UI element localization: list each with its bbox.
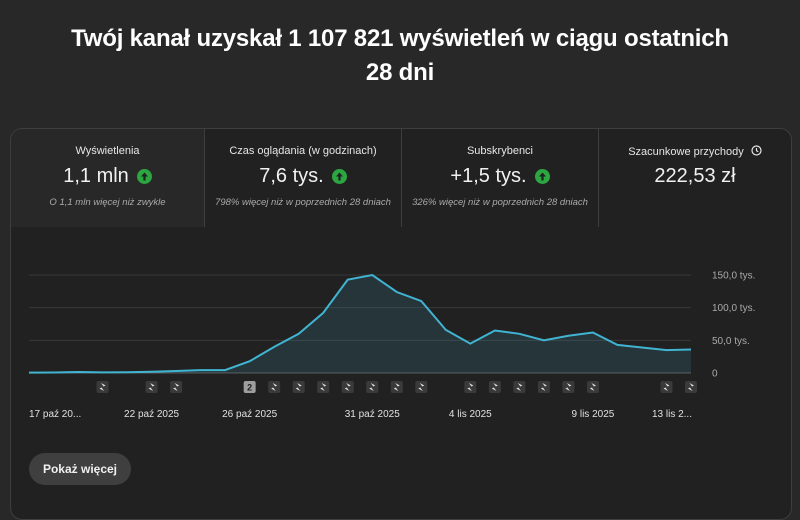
metric-note: O 1,1 mln więcej niż zwykle — [49, 197, 166, 208]
metric-value-row: 7,6 tys. — [205, 165, 401, 188]
metric-tab-subscribers[interactable]: Subskrybenci +1,5 tys. 326% więcej niż w… — [402, 129, 598, 227]
short-video-icon[interactable] — [562, 381, 575, 393]
short-video-icon[interactable] — [685, 381, 697, 393]
trend-up-icon — [136, 169, 152, 184]
metric-value: 1,1 mln — [63, 165, 129, 187]
short-video-icon[interactable] — [390, 381, 403, 393]
svg-text:2: 2 — [247, 383, 252, 393]
metric-divider — [598, 129, 599, 227]
short-video-icon[interactable] — [341, 381, 354, 393]
x-tick-label: 22 paź 2025 — [124, 409, 179, 420]
metric-label: Wyświetlenia — [75, 145, 140, 157]
clock-icon — [751, 145, 762, 159]
metric-label: Czas oglądania (w godzinach) — [229, 145, 377, 157]
y-tick-label: 0 — [712, 369, 718, 380]
y-tick-label: 100,0 tys. — [712, 303, 755, 314]
metric-value: 7,6 tys. — [259, 165, 324, 187]
metric-tab-revenue[interactable]: Szacunkowe przychody 222,53 zł — [599, 129, 791, 227]
trend-up-icon — [534, 169, 550, 184]
x-tick-label: 4 lis 2025 — [449, 409, 492, 420]
metric-note: 798% więcej niż w poprzednich 28 dniach — [215, 197, 391, 208]
metric-divider — [401, 129, 402, 227]
short-video-icon[interactable] — [464, 381, 477, 393]
short-video-icon[interactable] — [96, 381, 109, 393]
views-area — [29, 275, 691, 373]
metric-value: +1,5 tys. — [450, 165, 527, 187]
y-tick-label: 150,0 tys. — [712, 271, 755, 282]
metrics-tabs: Wyświetlenia 1,1 mln O 1,1 mln więcej ni… — [11, 129, 791, 227]
metric-label: Szacunkowe przychody — [628, 145, 744, 158]
metric-value-row: 1,1 mln — [11, 165, 204, 188]
x-axis-ticks: 17 paź 20... 22 paź 2025 26 paź 2025 31 paź… — [29, 409, 692, 420]
short-video-icon[interactable] — [586, 381, 599, 393]
headline-line-1: Twój kanał uzyskał 1 107 821 wyświetleń … — [71, 25, 729, 52]
trend-up-icon — [331, 169, 347, 184]
short-video-icon[interactable] — [488, 381, 501, 393]
video-markers: 2 — [96, 381, 697, 393]
analytics-card: Wyświetlenia 1,1 mln O 1,1 mln więcej ni… — [10, 128, 792, 520]
metric-note: 326% więcej niż w poprzednich 28 dniach — [412, 197, 588, 208]
metric-value: 222,53 zł — [654, 165, 736, 187]
metric-value-row: 222,53 zł — [599, 165, 791, 188]
metric-tab-views[interactable]: Wyświetlenia 1,1 mln O 1,1 mln więcej ni… — [11, 129, 204, 227]
x-tick-label: 17 paź 20... — [29, 409, 81, 420]
x-tick-label: 26 paź 2025 — [222, 409, 277, 420]
views-chart: 150,0 tys. 100,0 tys. 50,0 tys. 0 2 17 paź … — [28, 271, 755, 420]
headline-line-2: 28 dni — [365, 59, 435, 86]
x-tick-label: 13 lis 2... — [652, 409, 692, 420]
short-video-icon[interactable] — [415, 381, 428, 393]
metric-value-row: +1,5 tys. — [402, 165, 598, 188]
metric-label-row: Szacunkowe przychody — [599, 145, 791, 159]
short-video-icon[interactable] — [170, 381, 183, 393]
short-video-icon[interactable] — [660, 381, 673, 393]
y-axis-ticks: 150,0 tys. 100,0 tys. 50,0 tys. 0 — [712, 271, 755, 380]
short-video-icon[interactable] — [537, 381, 550, 393]
views-line — [28, 273, 692, 374]
short-video-icon[interactable] — [145, 381, 158, 393]
short-video-icon[interactable] — [513, 381, 526, 393]
channel-summary-headline: Twój kanał uzyskał 1 107 821 wyświetleń … — [0, 22, 800, 90]
x-tick-label: 31 paź 2025 — [345, 409, 400, 420]
video-group-marker[interactable]: 2 — [243, 381, 256, 393]
short-video-icon[interactable] — [292, 381, 305, 393]
metric-tab-watch-time[interactable]: Czas oglądania (w godzinach) 7,6 tys. 79… — [205, 129, 401, 227]
show-more-button[interactable]: Pokaż więcej — [29, 453, 131, 485]
y-tick-label: 50,0 tys. — [712, 336, 750, 347]
metric-divider — [204, 129, 205, 227]
short-video-icon[interactable] — [268, 381, 281, 393]
short-video-icon[interactable] — [317, 381, 330, 393]
short-video-icon[interactable] — [366, 381, 379, 393]
metric-label: Subskrybenci — [466, 145, 534, 157]
x-tick-label: 9 lis 2025 — [572, 409, 615, 420]
